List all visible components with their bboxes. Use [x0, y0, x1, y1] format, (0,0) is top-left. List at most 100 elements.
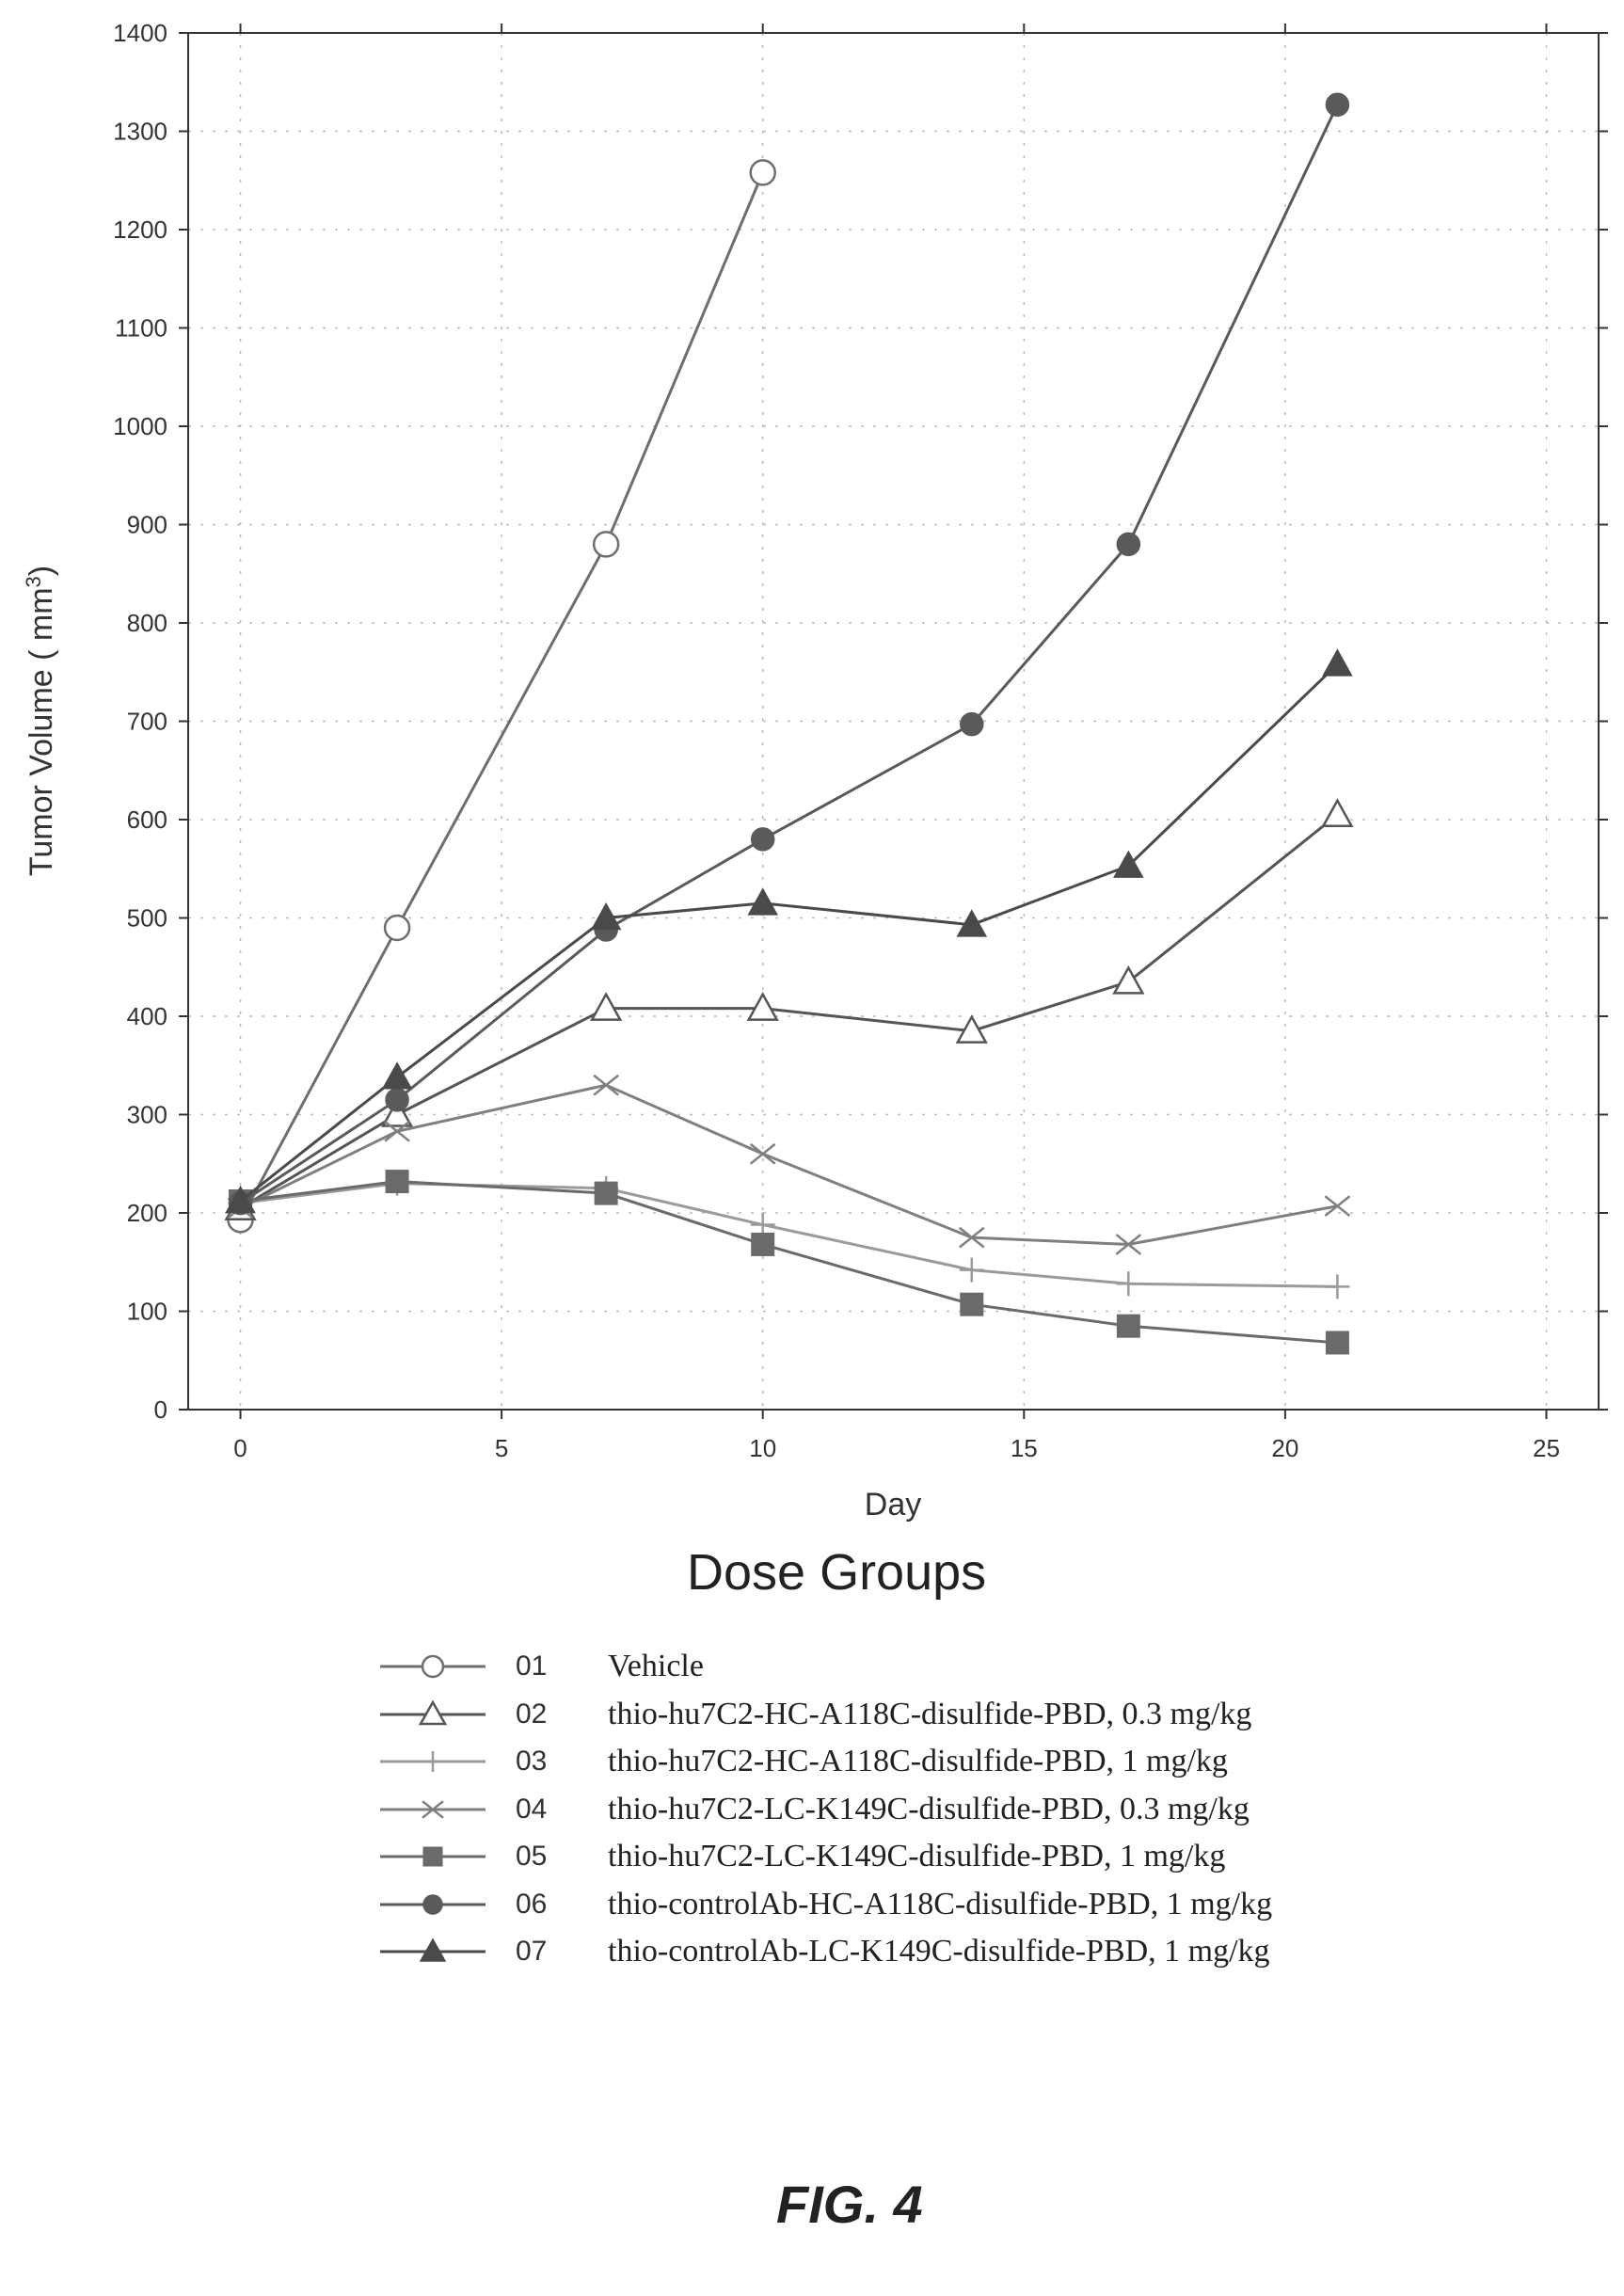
legend-code: 05 — [516, 1841, 548, 1872]
legend-code: 07 — [516, 1936, 548, 1967]
marker-open-triangle — [590, 992, 623, 1021]
marker-cross-b — [593, 1074, 619, 1096]
marker-filled-triangle — [381, 1061, 413, 1090]
marker-cross-b — [1324, 1195, 1351, 1218]
legend-label: thio-hu7C2-HC-A118C-disulfide-PBD, 1 mg/… — [608, 1744, 1228, 1778]
marker-open-triangle — [380, 1097, 414, 1127]
legend-title: Dose Groups — [687, 1544, 987, 1601]
marker-cross — [958, 1226, 985, 1249]
y-tick-label: 300 — [127, 1101, 167, 1129]
marker-cross — [384, 1120, 410, 1142]
legend-swatch — [380, 1698, 486, 1725]
x-axis-title: Day — [865, 1487, 921, 1523]
legend-code: 04 — [516, 1793, 548, 1825]
y-tick-label: 600 — [127, 805, 167, 834]
marker-open-triangle — [1321, 798, 1354, 828]
marker-cross — [749, 1142, 776, 1165]
marker-plus — [1325, 1274, 1350, 1299]
marker-filled-circle — [422, 1893, 443, 1915]
series-line-06 — [239, 104, 1339, 1204]
series-07 — [225, 648, 1353, 1214]
legend-code: 01 — [516, 1650, 548, 1682]
marker-cross-b — [749, 1142, 776, 1165]
y-tick-label: 900 — [127, 511, 167, 539]
marker-open-circle — [592, 531, 620, 558]
series-line-05 — [240, 1180, 1338, 1345]
legend-item: 05 thio-hu7C2-LC-K149C-disulfide-PBD, 1 m… — [376, 1834, 1225, 1879]
y-tick-label: 200 — [127, 1199, 167, 1227]
y-tick-label: 1300 — [113, 118, 167, 146]
marker-filled-triangle — [747, 887, 778, 916]
marker-filled-circle — [1116, 532, 1141, 557]
marker-filled-triangle — [1113, 850, 1144, 878]
marker-open-circle — [421, 1654, 445, 1679]
marker-cross — [1324, 1195, 1351, 1218]
axis-ticks: 0 5 10 15 20 25 0 100 200 300 400 500 600 700 800 900 10… — [113, 19, 1608, 1462]
legend-label: thio-controlAb-HC-A118C-disulfide-PBD, 1… — [608, 1886, 1273, 1921]
x-tick-label: 0 — [233, 1434, 247, 1462]
legend-code: 06 — [516, 1888, 548, 1920]
marker-plus — [1116, 1271, 1141, 1297]
legend-item: 02 thio-hu7C2-HC-A118C-disulfide-PBD, 0.3… — [376, 1692, 1251, 1737]
marker-cross — [422, 1799, 444, 1819]
marker-filled-triangle — [225, 1185, 256, 1214]
legend-label: thio-hu7C2-HC-A118C-disulfide-PBD, 0.3 m… — [608, 1696, 1252, 1731]
series-06 — [228, 92, 1350, 1216]
x-tick-label: 5 — [495, 1434, 508, 1462]
y-tick-label: 800 — [127, 609, 167, 637]
legend-code: 03 — [516, 1746, 548, 1777]
legend-item: 03 thio-hu7C2-HC-A118C-disulfide-PBD, 1 m… — [376, 1739, 1228, 1784]
marker-plus — [422, 1751, 443, 1772]
series-line-01 — [239, 171, 765, 1221]
legend-label: thio-hu7C2-LC-K149C-disulfide-PBD, 0.3 m… — [608, 1791, 1250, 1826]
marker-filled-circle — [750, 827, 775, 852]
marker-open-circle — [383, 914, 411, 942]
legend-item: 01 Vehicle — [376, 1644, 704, 1689]
y-tick-label: 500 — [127, 904, 167, 933]
legend-label: thio-controlAb-LC-K149C-disulfide-PBD, 1… — [608, 1934, 1270, 1969]
y-tick-label: 1200 — [113, 215, 167, 244]
x-tick-label: 20 — [1271, 1434, 1298, 1462]
marker-filled-circle — [960, 711, 984, 737]
marker-filled-square — [385, 1170, 409, 1194]
legend-swatch — [380, 1654, 486, 1679]
legend-item: 07 thio-controlAb-LC-K149C-disulfide-PBD,… — [376, 1929, 1270, 1974]
y-tick-label: 100 — [127, 1298, 167, 1326]
marker-cross-b — [958, 1226, 985, 1249]
marker-open-triangle — [1112, 965, 1145, 995]
marker-open-triangle — [746, 992, 779, 1021]
y-tick-label: 1100 — [115, 314, 167, 343]
legend-swatch — [380, 1799, 486, 1819]
marker-open-circle — [749, 159, 776, 186]
marker-filled-triangle — [419, 1937, 447, 1962]
marker-open-triangle — [955, 1014, 988, 1044]
marker-open-triangle — [418, 1698, 448, 1725]
marker-filled-circle — [1325, 92, 1350, 118]
series-line-02 — [239, 813, 1339, 1210]
x-tick-label: 25 — [1533, 1434, 1560, 1462]
series-line-04 — [239, 1083, 1338, 1246]
grid-lines — [188, 32, 1599, 1411]
marker-filled-square — [1325, 1331, 1349, 1355]
legend-item: 06 thio-controlAb-HC-A118C-disulfide-PBD,… — [376, 1882, 1272, 1927]
marker-filled-triangle — [1322, 648, 1353, 677]
marker-cross-b — [1115, 1234, 1142, 1255]
legend-swatch — [380, 1751, 486, 1772]
y-tick-label: 1400 — [113, 19, 167, 47]
marker-filled-square — [751, 1232, 775, 1256]
marker-filled-square — [422, 1846, 443, 1867]
marker-cross-b — [384, 1120, 410, 1142]
marker-filled-triangle — [956, 909, 988, 937]
marker-filled-square — [960, 1292, 984, 1316]
y-tick-label: 700 — [127, 708, 167, 736]
marker-cross-b — [422, 1799, 444, 1819]
legend-item: 04 thio-hu7C2-LC-K149C-disulfide-PBD, 0.3… — [376, 1787, 1250, 1832]
legend-swatch — [380, 1846, 486, 1867]
legend-code: 02 — [516, 1698, 548, 1730]
marker-filled-triangle — [590, 901, 622, 931]
y-tick-label: 400 — [127, 1002, 167, 1030]
figure-label: FIG. 4 — [776, 2175, 923, 2234]
marker-filled-square — [594, 1181, 618, 1205]
legend-swatch — [380, 1893, 486, 1915]
